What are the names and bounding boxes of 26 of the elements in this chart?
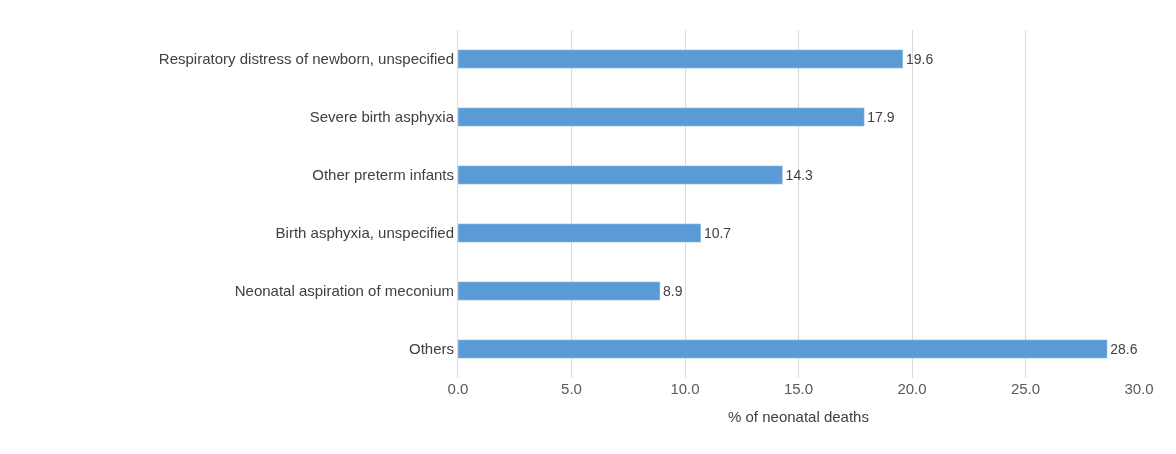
y-tick-label: Neonatal aspiration of meconium [234,282,454,300]
bar [458,281,661,301]
x-tick-label: 5.0 [561,380,582,397]
y-tick-label: Severe birth asphyxia [309,108,455,126]
y-tick-label: Others [408,340,454,358]
data-label: 19.6 [905,51,934,67]
data-label: 14.3 [785,167,814,183]
bar [458,49,904,69]
data-label: 17.9 [867,109,895,125]
y-tick-label: Birth asphyxia, unspecified [275,224,454,242]
data-label: 28.6 [1110,341,1138,357]
x-tick-label: 10.0 [670,380,700,397]
data-label: 8.9 [663,283,683,299]
x-tick-label: 15.0 [783,380,814,397]
x-tick-label: 20.0 [897,380,927,397]
data-label: 10.7 [703,225,732,241]
y-tick-label: Respiratory distress of newborn, unspecified [158,50,454,68]
x-axis-title: % of neonatal deaths [728,408,869,425]
x-tick-label: 25.0 [1010,380,1041,397]
y-tick-label: Other preterm infants [312,166,454,184]
x-tick-label: 0.0 [447,380,469,397]
bar [458,165,783,185]
bar [458,107,865,127]
x-tick-label: 30.0 [1124,380,1154,397]
bar [458,223,702,243]
bar [458,339,1108,359]
